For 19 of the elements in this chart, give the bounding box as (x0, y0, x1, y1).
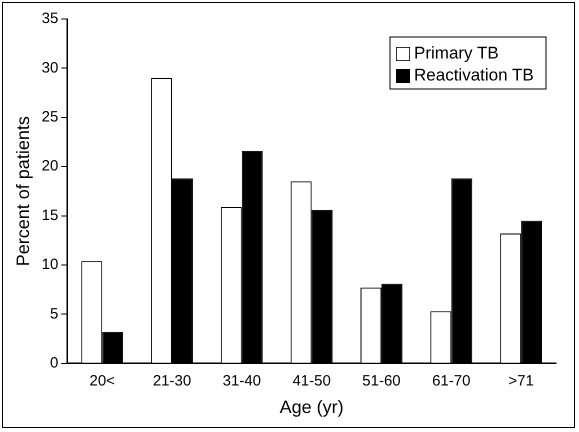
x-tick-label: 21-30 (152, 372, 192, 390)
x-tick-label: 41-50 (292, 372, 331, 390)
y-tick-label: 10 (42, 256, 58, 274)
y-tick-label: 5 (50, 305, 58, 322)
y-tick-label: 0 (50, 354, 58, 372)
legend-label: Reactivation TB (414, 66, 534, 85)
x-axis-title: Age (yr) (280, 397, 344, 418)
y-tick-label: 15 (42, 206, 58, 224)
x-tick-label: >71 (508, 372, 534, 390)
y-tick-label: 35 (42, 10, 58, 28)
y-tick-label: 30 (42, 59, 58, 76)
x-tick-label: 20< (89, 372, 116, 390)
y-tick-label: 25 (42, 108, 58, 126)
y-axis-title: Percent of patients (12, 116, 33, 266)
x-tick-label: 61-70 (432, 372, 470, 390)
x-tick-label: 31-40 (222, 372, 262, 390)
x-tick-label: 51-60 (362, 372, 401, 390)
y-tick-label: 20 (42, 158, 58, 175)
legend-label: Primary TB (414, 44, 499, 63)
